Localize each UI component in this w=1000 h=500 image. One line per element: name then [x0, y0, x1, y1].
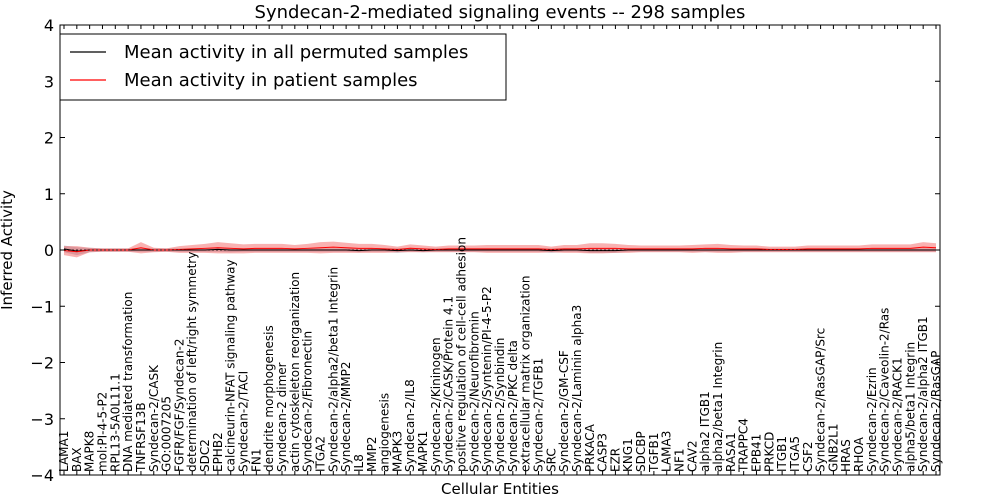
x-tick-label: MAPK8 — [83, 431, 97, 472]
x-tick-label: Syndecan-2/alpha2/beta1 Integrin — [326, 267, 340, 472]
x-tick-label: Syndecan-2/IL8 — [403, 379, 417, 472]
x-tick-label: Syndecan-2/PKC delta — [506, 340, 520, 472]
x-tick-label: alpha2 ITGB1 — [698, 391, 712, 472]
x-tick-label: NF1 — [673, 448, 687, 472]
x-tick-label: SDC2 — [198, 439, 212, 472]
y-tick-label: −1 — [30, 297, 54, 316]
x-tick-label: Syndecan-2/RACK1 — [891, 357, 905, 472]
x-tick-label: RHOA — [852, 436, 866, 472]
y-tick-label: 0 — [44, 241, 54, 260]
legend-label-permuted: Mean activity in all permuted samples — [124, 42, 468, 63]
x-tick-label: Syndecan-2/Ezrin — [865, 367, 879, 472]
y-tick-label: −2 — [30, 354, 54, 373]
x-tick-label: CSF2 — [801, 441, 815, 472]
x-tick-label: RPL13-5A0L11.1 — [108, 373, 122, 472]
plot-frame — [59, 24, 941, 476]
x-tick-label: Syndecan-2/Neurofibromin — [467, 311, 481, 472]
x-tick-label: Syndecan-2/Kininogen — [429, 337, 443, 472]
x-tick-label: HRAS — [839, 439, 853, 472]
chart-title: Syndecan-2-mediated signaling events -- … — [255, 2, 746, 23]
x-tick-label: SRC — [544, 448, 558, 472]
x-tick-label: TRAPPC4 — [737, 418, 751, 473]
x-tick-label: Syndecan-2/TACI — [237, 371, 251, 472]
y-axis: −4 −3 −2 −1 0 1 2 3 4 — [30, 16, 940, 485]
x-tick-label: MAPK1 — [416, 431, 430, 472]
x-tick-label: RASA1 — [724, 432, 738, 472]
x-tick-label: dendrite morphogenesis — [262, 325, 276, 472]
x-tick-label: mol:PI-4-5-P2 — [95, 392, 109, 472]
x-tick-label: alpha5/beta1 Integrin — [903, 342, 917, 472]
x-tick-label: Syndecan-2/GM-CSF — [557, 350, 571, 472]
x-axis: LAMA1BAXMAPK8mol:PI-4-5-P2RPL13-5A0L11.1… — [57, 25, 943, 475]
x-tick-label: PRKACA — [583, 423, 597, 472]
x-tick-label: ITGA2 — [313, 436, 327, 472]
x-tick-label: actin cytoskeleton reorganization — [288, 272, 302, 472]
x-tick-label: ITGA5 — [788, 436, 802, 472]
x-tick-label: Syndecan-2/Fibronectin — [301, 331, 315, 472]
x-tick-label: Syndecan-2/RasGAP/Src — [814, 328, 828, 472]
legend-label-patient: Mean activity in patient samples — [124, 70, 418, 91]
x-tick-label: MMP2 — [365, 436, 379, 472]
y-tick-label: 1 — [44, 185, 54, 204]
x-tick-label: alpha2/beta1 Integrin — [711, 342, 725, 472]
x-tick-label: MAPK3 — [390, 431, 404, 472]
y-tick-label: 2 — [44, 129, 54, 148]
series-line-patient — [63, 246, 937, 253]
x-tick-label: EZR — [608, 448, 622, 472]
x-tick-label: ITGB1 — [775, 436, 789, 472]
x-tick-label: angiogenesis — [378, 393, 392, 472]
x-tick-label: SDCBP — [634, 431, 648, 472]
x-tick-label: FN1 — [249, 448, 263, 472]
x-tick-label: CASP3 — [596, 433, 610, 472]
y-tick-label: 4 — [44, 16, 54, 35]
x-tick-label: KNG1 — [621, 438, 635, 472]
legend: Mean activity in all permuted samples Me… — [59, 33, 507, 101]
x-axis-label: Cellular Entities — [441, 480, 559, 498]
x-tick-label: positive regulation of cell-cell adhesio… — [455, 237, 469, 472]
legend-box — [59, 33, 507, 101]
y-tick-label: −3 — [30, 410, 54, 429]
x-tick-label: Syndecan-2/alpha2 ITGB1 — [916, 316, 930, 472]
x-tick-label: Syndecan-2/Laminin alpha3 — [570, 305, 584, 472]
y-tick-label: −4 — [30, 466, 54, 485]
x-tick-label: EPHB2 — [211, 432, 225, 472]
y-tick-label: 3 — [44, 72, 54, 91]
x-tick-label: Syndecan-2/MMP2 — [339, 362, 353, 472]
x-tick-label: GO:0007205 — [160, 396, 174, 472]
x-tick-label: FGFR/FGF/Syndecan-2 — [172, 339, 186, 472]
x-tick-label: PRKCD — [762, 432, 776, 472]
x-tick-label: Syndecan-2/Caveolin-2/Ras — [878, 308, 892, 472]
x-tick-label: TGFB1 — [647, 433, 661, 473]
x-tick-label: Syndecan-2 dimer — [275, 362, 289, 472]
x-tick-label: TNFRSF13B — [134, 402, 148, 473]
x-tick-label: Syndecan-2/Synbindin — [493, 338, 507, 472]
x-tick-label: EPB41 — [749, 434, 763, 472]
x-tick-label: DNA mediated transformation — [121, 292, 135, 472]
band-patient — [64, 241, 936, 258]
x-tick-label: GNB2L1 — [826, 424, 840, 472]
x-tick-label: IL8 — [352, 454, 366, 472]
x-tick-label: LAMA3 — [660, 431, 674, 472]
y-axis-label: Inferred Activity — [0, 190, 16, 310]
x-tick-label: determination of left/right symmetry — [185, 252, 199, 472]
x-tick-label: Syndecan-2/CASK/Protein 4.1 — [442, 296, 456, 472]
x-tick-label: Syndecan-2/CASK — [147, 364, 161, 472]
x-tick-label: calcineurin-NFAT signaling pathway — [224, 259, 238, 472]
x-tick-label: BAX — [70, 447, 84, 472]
x-tick-label: Syndecan-2/TGFB1 — [531, 358, 545, 472]
x-tick-label: Syndecan-2/Syntenin/PI-4-5-P2 — [480, 286, 494, 472]
x-tick-label: extracellular matrix organization — [519, 276, 533, 473]
x-tick-label: Syndecan-2/RasGAP — [929, 351, 943, 472]
x-tick-label: CAV2 — [685, 440, 699, 472]
